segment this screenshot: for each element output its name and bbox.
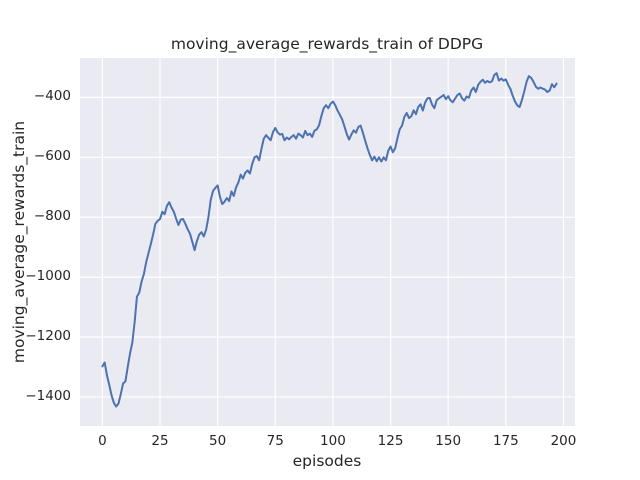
data-line-moving_average_rewards_train bbox=[101, 72, 558, 408]
x-axis-label: episodes bbox=[292, 452, 362, 470]
y-tick-label: −1000 bbox=[25, 268, 71, 285]
x-tick-label: 25 bbox=[151, 433, 169, 449]
y-tick-label: −1400 bbox=[25, 387, 71, 404]
chart-title: moving_average_rewards_train of DDPG bbox=[170, 35, 484, 53]
x-tick-label: 125 bbox=[377, 433, 404, 449]
y-tick-label: −400 bbox=[33, 88, 71, 105]
x-tick-label: 150 bbox=[435, 433, 462, 449]
plot-area bbox=[80, 58, 575, 426]
y-tick-label: −600 bbox=[33, 148, 71, 165]
x-tick-label: 175 bbox=[492, 433, 519, 449]
x-tick-label: 200 bbox=[550, 433, 577, 449]
y-tick-label: −1200 bbox=[25, 328, 71, 345]
x-tick-label: 0 bbox=[98, 433, 107, 449]
y-tick-label: −800 bbox=[33, 208, 71, 225]
x-tick-label: 50 bbox=[209, 433, 227, 449]
x-tick-label: 100 bbox=[320, 433, 346, 449]
x-tick-label: 75 bbox=[266, 433, 284, 449]
line-plot-svg bbox=[80, 58, 575, 426]
